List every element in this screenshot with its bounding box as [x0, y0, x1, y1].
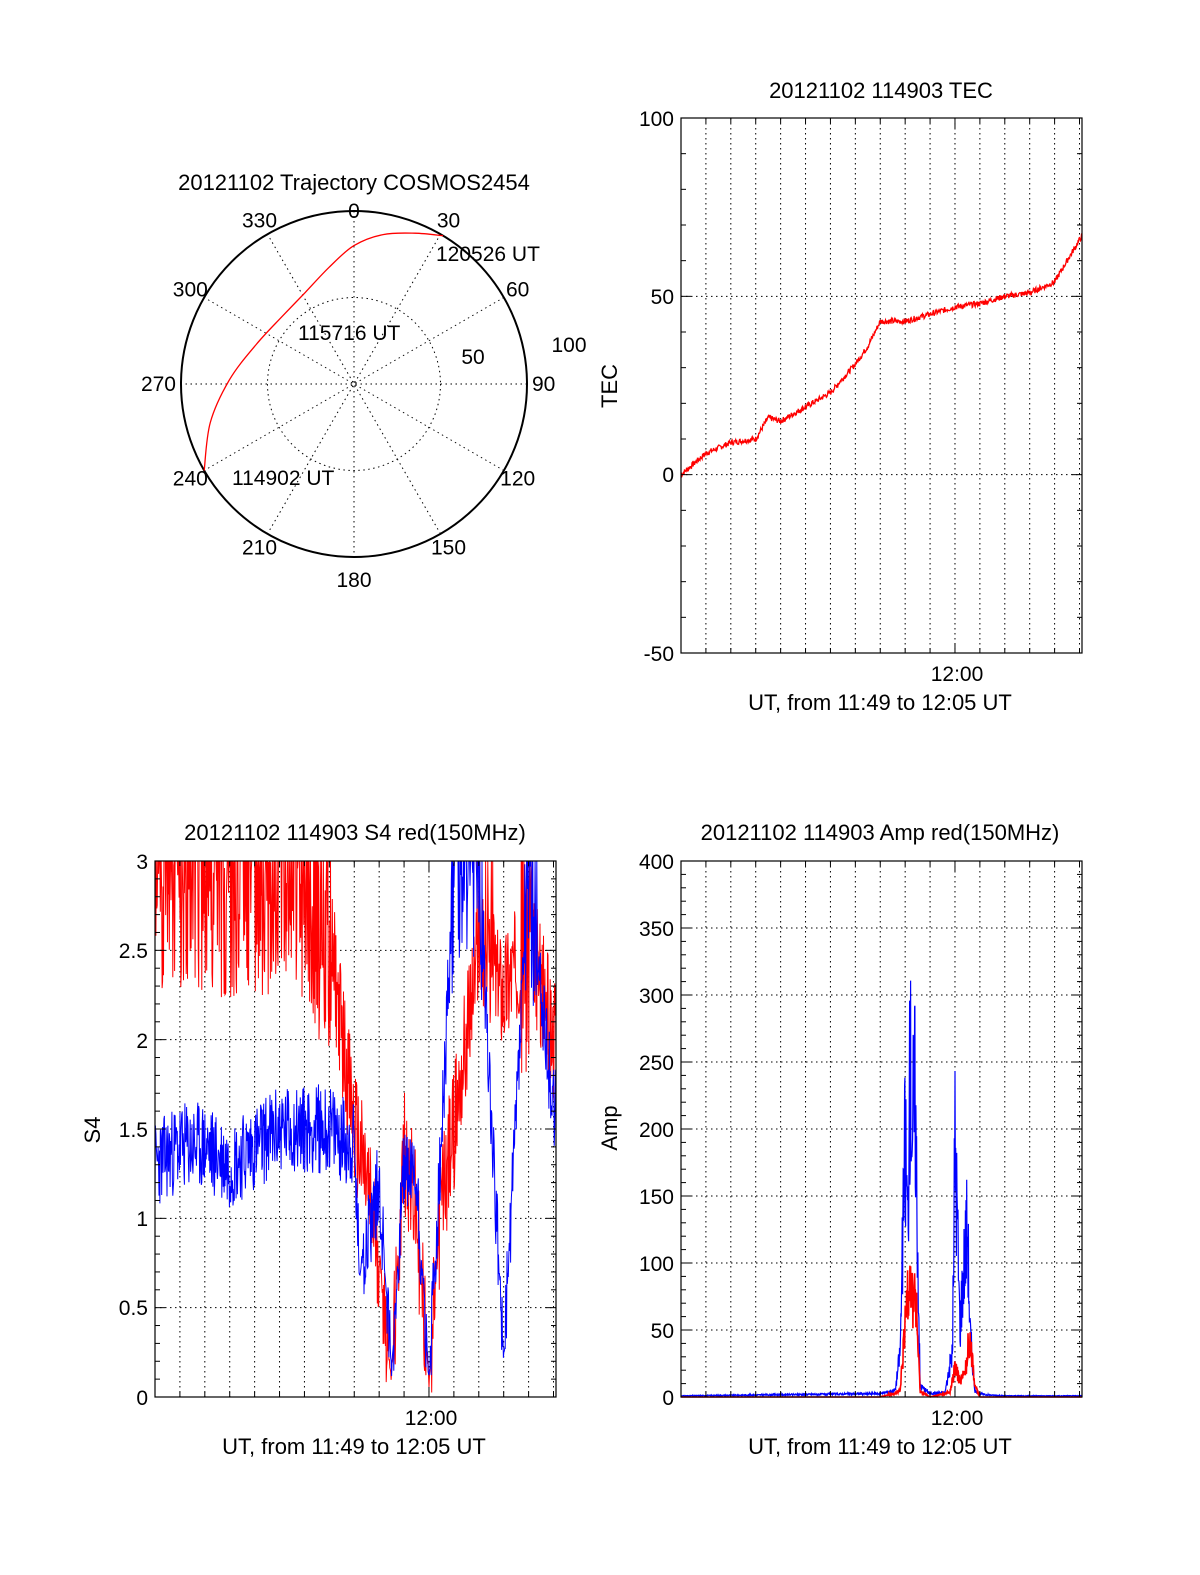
s4-ylabel: S4	[80, 1117, 105, 1144]
polar-azimuth-label-90: 90	[532, 373, 555, 396]
trajectory-mid-label: 115716 UT	[298, 322, 401, 345]
amp-ytick-300: 300	[639, 985, 674, 1008]
s4-ytick-0.5: 0.5	[119, 1297, 148, 1320]
polar-azimuth-label-180: 180	[336, 569, 371, 592]
amp-grid	[681, 861, 1082, 1397]
amp-ticks	[681, 860, 1082, 1398]
tec-grid	[681, 118, 1082, 653]
s4-blue-series	[154, 860, 557, 1377]
tec-series-line	[680, 233, 1083, 479]
amp-ytick-250: 250	[639, 1052, 674, 1075]
s4-ytick-0: 0	[136, 1387, 148, 1410]
tec-xlabel: UT, from 11:49 to 12:05 UT	[748, 690, 1012, 715]
amp-title: 20121102 114903 Amp red(150MHz)	[701, 820, 1060, 845]
amp-ytick-0: 0	[662, 1387, 674, 1410]
tec-ytick-100: 100	[639, 108, 674, 131]
amp-red-series	[681, 1265, 1082, 1398]
polar-azimuth-labels: 0 30 60 90 120 150 180 210 240 270 300 330	[141, 200, 555, 592]
s4-ytick-1: 1	[136, 1208, 148, 1231]
s4-xlabel: UT, from 11:49 to 12:05 UT	[222, 1434, 486, 1459]
polar-outer-circle	[180, 210, 528, 558]
polar-azimuth-label-150: 150	[431, 537, 466, 560]
tec-ytick-0: 0	[662, 464, 674, 487]
tec-plot: 20121102 114903 TEC 100 50 0 -50 TEC 12:…	[597, 78, 1083, 715]
polar-radial-label-50: 50	[461, 346, 484, 369]
amp-ytick-400: 400	[639, 851, 674, 874]
amp-blue-series	[680, 980, 1083, 1398]
s4-ytick-3: 3	[136, 851, 148, 874]
amp-xtick-1200: 12:00	[931, 1407, 984, 1430]
polar-grid	[181, 211, 527, 557]
amp-ytick-50: 50	[651, 1320, 674, 1343]
s4-ytick-2: 2	[136, 1030, 148, 1053]
amp-ytick-200: 200	[639, 1119, 674, 1142]
polar-azimuth-label-330: 330	[242, 209, 277, 232]
trajectory-end-label: 120526 UT	[436, 243, 540, 266]
amp-ytick-100: 100	[639, 1253, 674, 1276]
polar-radial-label-100: 100	[551, 334, 586, 357]
s4-xtick-1200: 12:00	[405, 1407, 458, 1430]
polar-azimuth-label-120: 120	[500, 468, 535, 491]
polar-azimuth-label-30: 30	[437, 209, 460, 232]
trajectory-line	[203, 232, 444, 471]
tec-ytick-50: 50	[651, 286, 674, 309]
s4-plot: 20121102 114903 S4 red(150MHz) 3 2.5 2 1…	[80, 820, 557, 1459]
tec-ylabel: TEC	[597, 364, 622, 408]
trajectory-start-label: 114902 UT	[232, 467, 335, 490]
amp-plot: 20121102 114903 Amp red(150MHz) 400 350 …	[597, 820, 1083, 1459]
tec-frame	[680, 117, 1083, 654]
polar-azimuth-label-270: 270	[141, 373, 176, 396]
tec-ytick-minus50: -50	[644, 643, 674, 666]
amp-ylabel: Amp	[597, 1105, 622, 1150]
tec-title: 20121102 114903 TEC	[769, 78, 993, 103]
amp-xlabel: UT, from 11:49 to 12:05 UT	[748, 1434, 1012, 1459]
s4-ytick-2.5: 2.5	[119, 940, 148, 963]
polar-azimuth-label-60: 60	[506, 279, 529, 302]
s4-ytick-1.5: 1.5	[119, 1119, 148, 1142]
polar-azimuth-label-300: 300	[173, 279, 208, 302]
s4-ticks	[155, 860, 556, 1398]
polar-azimuth-label-210: 210	[242, 537, 277, 560]
s4-title: 20121102 114903 S4 red(150MHz)	[184, 820, 526, 845]
polar-plot: 20121102 Trajectory COSMOS2454 0 30 60 90 12…	[141, 170, 587, 592]
polar-azimuth-label-240: 240	[173, 468, 208, 491]
polar-azimuth-label-0: 0	[348, 200, 360, 223]
amp-ytick-350: 350	[639, 918, 674, 941]
polar-title: 20121102 Trajectory COSMOS2454	[178, 170, 530, 195]
amp-ytick-150: 150	[639, 1186, 674, 1209]
tec-ticks	[681, 117, 1082, 654]
tec-xtick-1200: 12:00	[931, 663, 984, 686]
